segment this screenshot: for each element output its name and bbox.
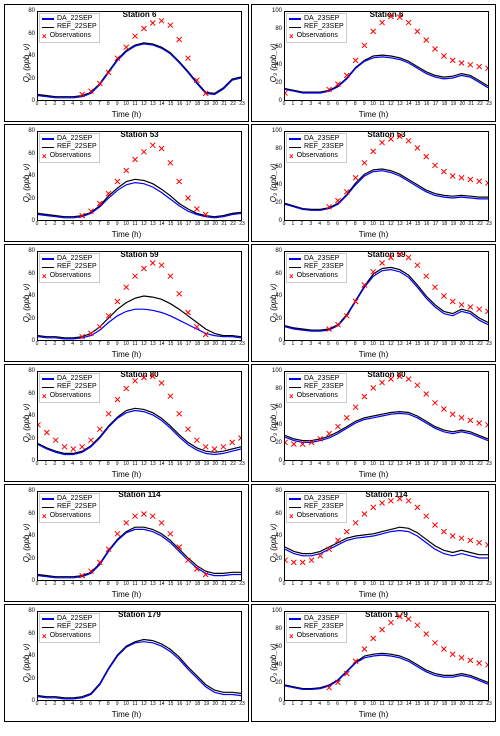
legend: DA_23SEPREF_23SEP×Observations (286, 13, 347, 43)
da-line (285, 171, 488, 211)
ref-line (38, 179, 241, 216)
x-ticks: 01234567891011121314151617181920212223 (284, 461, 489, 469)
chart-panel: O₃ (ppb_v)Time (h)0204060801000123456789… (251, 124, 496, 242)
chart-panel: O₃ (ppb_v)Time (h)0204060800123456789101… (251, 244, 496, 362)
da-line (38, 183, 241, 218)
x-axis-label: Time (h) (359, 110, 388, 119)
da-line (38, 411, 241, 455)
y-ticks: 020406080 (25, 251, 35, 341)
legend: DA_23SEPREF_23SEP×Observations (286, 373, 347, 403)
chart-panel: O₃ (ppb_v)Time (h)0204060800123456789101… (4, 244, 249, 362)
legend: DA_22SEPREF_22SEP×Observations (39, 13, 100, 43)
chart-panel: O₃ (ppb_v)Time (h)0204060800123456789101… (4, 124, 249, 242)
legend: DA_22SEPREF_22SEP×Observations (39, 493, 100, 523)
da-line (38, 529, 241, 577)
ref-line (38, 527, 241, 577)
da-line (285, 531, 488, 559)
chart-panel: O₃ (ppb_v)Time (h)0204060801000123456789… (251, 364, 496, 482)
legend: DA_22SEPREF_22SEP×Observations (39, 133, 100, 163)
da-line (285, 655, 488, 689)
da-line (38, 44, 241, 98)
chart-panel: O₃ (ppb_v)Time (h)0204060800123456789101… (4, 484, 249, 602)
x-axis-label: Time (h) (112, 710, 141, 719)
x-ticks: 01234567891011121314151617181920212223 (284, 581, 489, 589)
y-ticks: 020406080100 (272, 131, 282, 221)
legend: DA_23SEPREF_23SEP×Observations (286, 613, 347, 643)
x-axis-label: Time (h) (112, 230, 141, 239)
y-ticks: 020406080 (25, 371, 35, 461)
legend: DA_23SEPREF_23SEP×Observations (286, 253, 347, 283)
x-ticks: 01234567891011121314151617181920212223 (37, 461, 242, 469)
legend: DA_23SEPREF_23SEP×Observations (286, 133, 347, 163)
x-ticks: 01234567891011121314151617181920212223 (37, 221, 242, 229)
da-line (38, 309, 241, 339)
da-line (38, 642, 241, 699)
x-axis-label: Time (h) (112, 470, 141, 479)
x-ticks: 01234567891011121314151617181920212223 (284, 341, 489, 349)
legend: DA_22SEPREF_22SEP×Observations (39, 253, 100, 283)
chart-panel: O₃ (ppb_v)Time (h)0204060800123456789101… (4, 604, 249, 722)
x-ticks: 01234567891011121314151617181920212223 (37, 581, 242, 589)
da-line (285, 413, 488, 442)
ref-line (285, 412, 488, 441)
ref-line (285, 169, 488, 209)
ref-line (285, 527, 488, 555)
x-ticks: 01234567891011121314151617181920212223 (37, 701, 242, 709)
chart-panel: O₃ (ppb_v)Time (h)0204060801000123456789… (251, 604, 496, 722)
x-ticks: 01234567891011121314151617181920212223 (284, 101, 489, 109)
x-ticks: 01234567891011121314151617181920212223 (37, 341, 242, 349)
chart-panel: O₃ (ppb_v)Time (h)0204060800123456789101… (251, 484, 496, 602)
x-axis-label: Time (h) (359, 590, 388, 599)
x-ticks: 01234567891011121314151617181920212223 (284, 221, 489, 229)
chart-panel: O₃ (ppb_v)Time (h)0204060800123456789101… (4, 364, 249, 482)
ref-line (38, 408, 241, 453)
ref-line (285, 55, 488, 92)
y-ticks: 020406080100 (272, 371, 282, 461)
legend: DA_23SEPREF_23SEP×Observations (286, 493, 347, 523)
x-axis-label: Time (h) (359, 350, 388, 359)
ref-line (38, 43, 241, 97)
y-ticks: 020406080100 (272, 611, 282, 701)
y-ticks: 020406080100 (272, 11, 282, 101)
x-axis-label: Time (h) (359, 230, 388, 239)
legend: DA_22SEPREF_22SEP×Observations (39, 613, 100, 643)
x-axis-label: Time (h) (112, 350, 141, 359)
y-ticks: 020406080 (25, 491, 35, 581)
x-ticks: 01234567891011121314151617181920212223 (284, 701, 489, 709)
ref-line (38, 640, 241, 698)
x-axis-label: Time (h) (112, 590, 141, 599)
ref-line (285, 653, 488, 688)
y-ticks: 020406080 (272, 491, 282, 581)
ref-line (38, 296, 241, 338)
y-ticks: 020406080 (25, 611, 35, 701)
x-ticks: 01234567891011121314151617181920212223 (37, 101, 242, 109)
chart-panel: O₃ (ppb_v)Time (h)0204060801000123456789… (251, 4, 496, 122)
x-axis-label: Time (h) (112, 110, 141, 119)
y-ticks: 020406080 (25, 131, 35, 221)
x-axis-label: Time (h) (359, 710, 388, 719)
chart-panel: O₃ (ppb_v)Time (h)0204060800123456789101… (4, 4, 249, 122)
x-axis-label: Time (h) (359, 470, 388, 479)
y-ticks: 020406080 (272, 251, 282, 341)
y-ticks: 020406080 (25, 11, 35, 101)
legend: DA_22SEPREF_22SEP×Observations (39, 373, 100, 403)
